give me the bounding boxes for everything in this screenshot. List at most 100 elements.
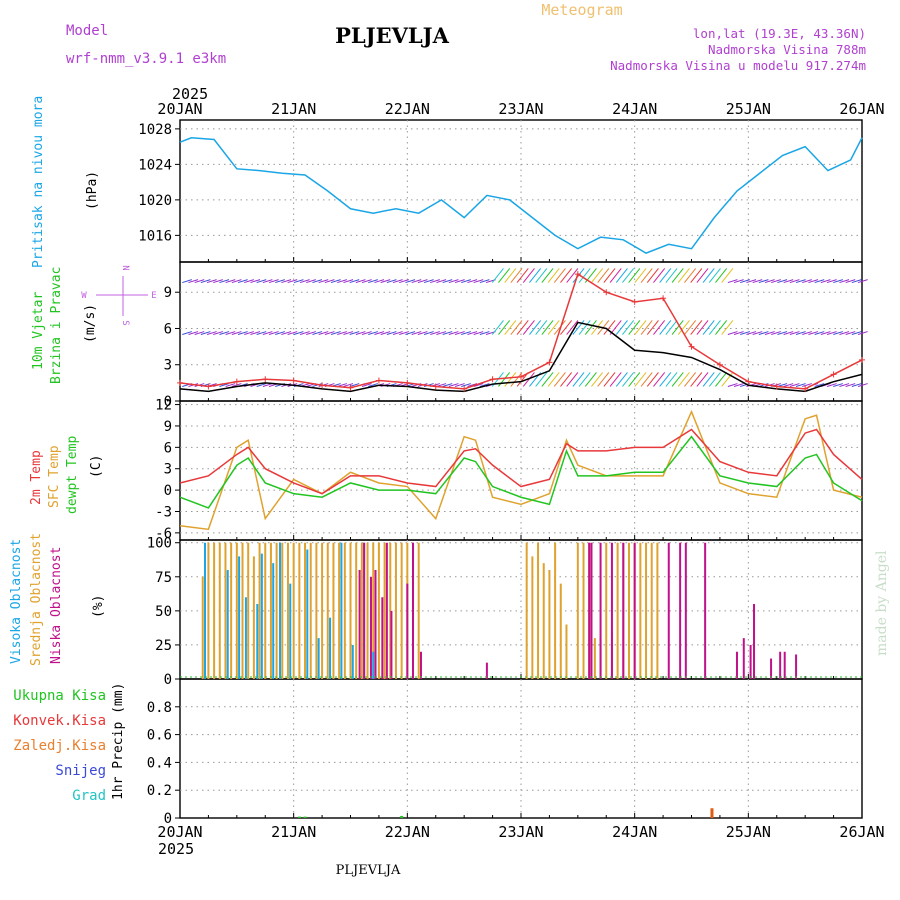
gust-marker bbox=[574, 271, 581, 278]
compass-icon: N W E S bbox=[81, 265, 156, 325]
gust-marker bbox=[688, 343, 695, 350]
wind-barb bbox=[349, 331, 360, 335]
wind-barb bbox=[777, 279, 788, 284]
wind-barb bbox=[839, 279, 850, 284]
wind-barb bbox=[584, 320, 597, 335]
y-tick-label: 1024 bbox=[138, 157, 172, 173]
station-title: PLJEVLJA bbox=[335, 23, 449, 48]
wind-barb bbox=[281, 279, 292, 284]
gust-marker bbox=[290, 377, 297, 384]
wind-barb bbox=[324, 279, 335, 284]
wind-barb bbox=[467, 279, 478, 284]
wind-barb bbox=[541, 320, 554, 335]
wind-barb bbox=[330, 279, 341, 284]
wind-barb bbox=[653, 372, 666, 387]
wind-unit: (m/s) bbox=[83, 304, 98, 343]
wind-barb bbox=[448, 279, 459, 284]
time-label-bottom: 26JAN bbox=[839, 823, 884, 841]
wind-barb bbox=[219, 383, 230, 387]
wind-barb bbox=[628, 268, 641, 283]
wind-barb bbox=[256, 279, 267, 284]
wind-barb bbox=[374, 279, 385, 284]
wind-barb bbox=[504, 320, 517, 335]
wind-barb bbox=[231, 279, 242, 284]
wind-barb bbox=[752, 331, 763, 335]
wind-barb bbox=[522, 268, 535, 283]
wind-barb bbox=[733, 383, 744, 387]
wind-barb bbox=[479, 331, 490, 335]
year-bottom: 2025 bbox=[158, 840, 194, 858]
wind-barb bbox=[597, 268, 610, 283]
wind-barb bbox=[808, 331, 819, 335]
wind-barb bbox=[529, 320, 542, 335]
wind-barb bbox=[287, 279, 298, 284]
wind-barb bbox=[442, 383, 453, 387]
wind-barb bbox=[646, 320, 659, 335]
wind-barb bbox=[423, 279, 434, 284]
wind-barb bbox=[646, 372, 659, 387]
wind-barb bbox=[225, 279, 236, 284]
wind-barb bbox=[833, 279, 843, 284]
gust-marker bbox=[489, 376, 496, 383]
pressure-line bbox=[179, 136, 863, 254]
wind-barb bbox=[851, 331, 862, 335]
temp2m-label: 2m Temp bbox=[29, 450, 44, 505]
y-tick-label: 0 bbox=[164, 811, 172, 827]
wind-barb bbox=[708, 268, 721, 283]
wind-barb bbox=[783, 279, 794, 284]
wind-barb bbox=[851, 383, 862, 387]
precip-unit: 1hr Precip (mm) bbox=[111, 683, 126, 800]
wind-barb bbox=[677, 320, 690, 335]
wind-barb bbox=[715, 372, 728, 387]
wind-barb bbox=[553, 268, 566, 283]
wind-barb bbox=[603, 372, 616, 387]
wind-barb bbox=[355, 279, 366, 284]
time-label-top: 23JAN bbox=[498, 100, 543, 118]
wind-barb bbox=[479, 383, 490, 387]
wind-barb bbox=[361, 383, 372, 387]
wind-barb bbox=[361, 331, 372, 335]
y-tick-label: -3 bbox=[155, 504, 172, 520]
wind-barb bbox=[615, 320, 628, 335]
wind-barb bbox=[684, 372, 697, 387]
time-label-top: 25JAN bbox=[726, 100, 771, 118]
wind-barb bbox=[293, 279, 304, 284]
wind-barb bbox=[392, 331, 403, 335]
wind-barb bbox=[411, 331, 422, 335]
temp-unit: (C) bbox=[89, 455, 104, 478]
gust-marker bbox=[461, 385, 468, 392]
wind-barb bbox=[522, 320, 535, 335]
wind-barb bbox=[498, 268, 511, 283]
y-tick-label: 3 bbox=[164, 358, 172, 374]
temp2m-line bbox=[179, 428, 863, 495]
wind-barb bbox=[597, 372, 610, 387]
wind-barb bbox=[516, 320, 529, 335]
time-label-bottom: 25JAN bbox=[726, 823, 771, 841]
gust-marker bbox=[716, 361, 723, 368]
wind-barb bbox=[708, 320, 721, 335]
model-label: Model bbox=[66, 23, 108, 39]
wind-barb bbox=[603, 268, 616, 283]
pressure-unit: (hPa) bbox=[85, 171, 100, 210]
wind-barb bbox=[622, 372, 635, 387]
wind-barb bbox=[405, 331, 416, 335]
footer-station: PLJEVLJA bbox=[336, 863, 401, 878]
wind-barb bbox=[188, 331, 199, 335]
wind-barb bbox=[491, 320, 504, 335]
wind-barb bbox=[436, 279, 447, 284]
y-tick-label: 6 bbox=[164, 321, 172, 337]
wind-barb bbox=[826, 383, 837, 387]
wind-barb bbox=[671, 268, 684, 283]
wind-barb bbox=[572, 372, 585, 387]
wind-barb bbox=[423, 331, 434, 335]
gust-marker bbox=[802, 385, 809, 392]
wind-barb bbox=[634, 372, 647, 387]
y-tick-label: 0 bbox=[164, 672, 172, 688]
wind-barb bbox=[566, 268, 579, 283]
wind-barb bbox=[802, 331, 812, 335]
sfc-temp-label: SFC Temp bbox=[47, 445, 62, 508]
wind-barb bbox=[535, 320, 548, 335]
wind-barb bbox=[343, 279, 354, 284]
wind-barb bbox=[182, 279, 192, 284]
wind-title-line2: Brzina i Pravac bbox=[49, 267, 64, 384]
